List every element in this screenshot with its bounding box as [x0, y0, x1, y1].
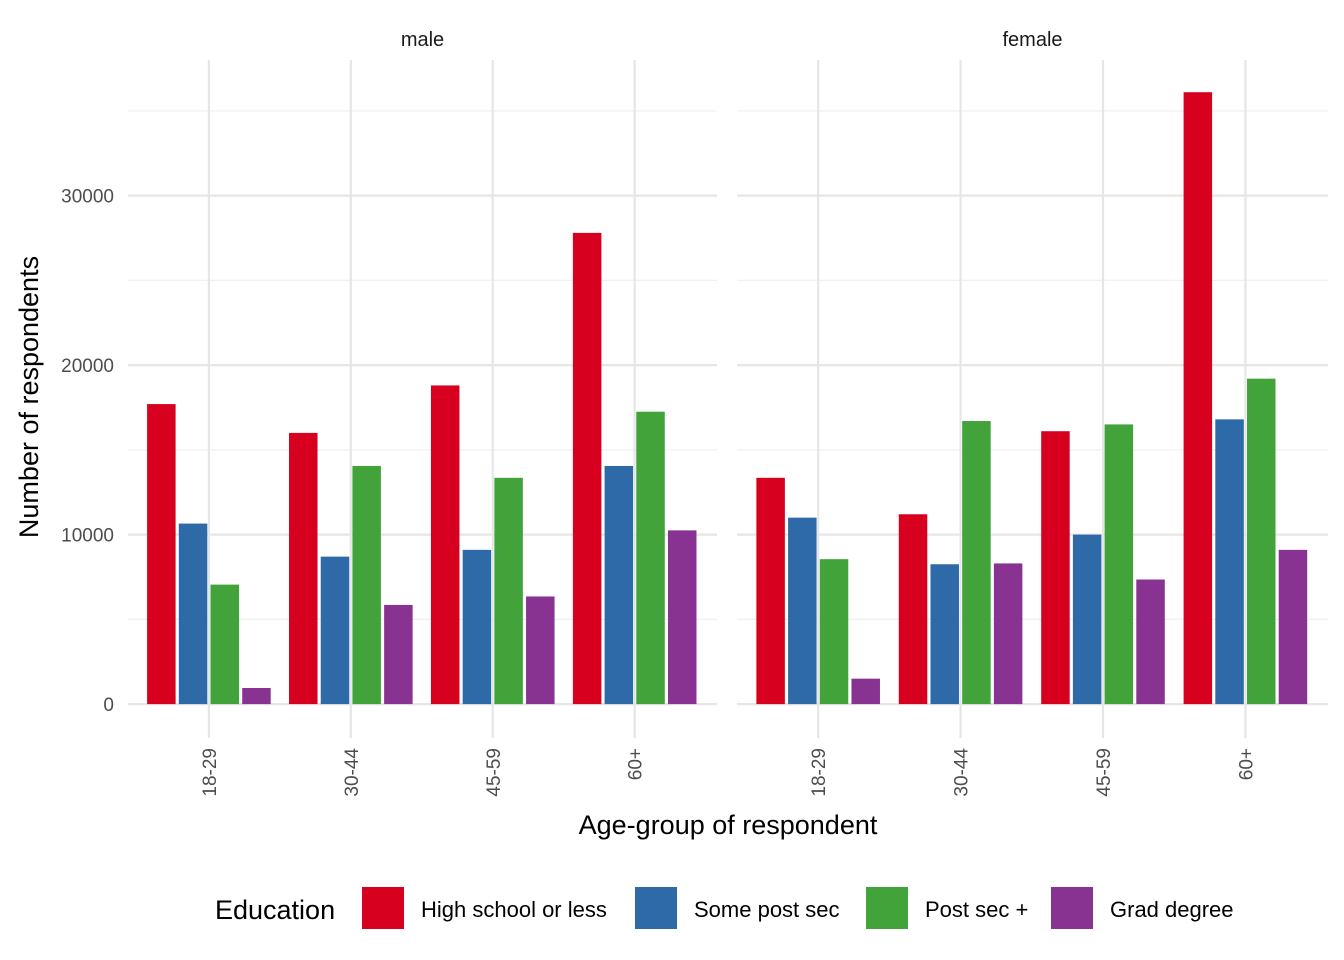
bar [1215, 419, 1244, 705]
legend-swatch [1051, 887, 1093, 929]
legend-item: Some post sec [635, 887, 840, 929]
bar [1278, 549, 1308, 705]
facet-label: male [401, 29, 444, 51]
bar [384, 604, 413, 705]
y-axis-title: Number of respondents [14, 256, 44, 538]
bar [242, 687, 271, 705]
x-tick-label: 30-44 [952, 748, 973, 797]
x-tick-label: 45-59 [1094, 748, 1115, 797]
x-tick-label: 18-29 [200, 748, 221, 797]
legend-swatch [362, 887, 404, 929]
legend-title: Education [215, 895, 335, 925]
x-tick-label: 60+ [1236, 748, 1257, 780]
legend-swatch [635, 887, 677, 929]
bar [289, 432, 318, 705]
bar [851, 678, 880, 705]
panel-male: male 18-29 30-44 45-59 60+ 0 10000 20000 30000 [61, 29, 717, 797]
legend-label: Some post sec [694, 897, 840, 922]
bar [667, 530, 697, 705]
bar [788, 517, 817, 705]
legend-label: Post sec + [925, 897, 1028, 922]
bar [147, 404, 176, 705]
legend: Education High school or less Some post s… [215, 887, 1234, 929]
x-tick-label: 18-29 [809, 748, 830, 797]
bar [178, 523, 208, 705]
bar [430, 385, 460, 705]
legend-swatch [866, 887, 908, 929]
legend-item: Post sec + [866, 887, 1028, 929]
bar [210, 584, 239, 705]
chart-panels: male 18-29 30-44 45-59 60+ 0 10000 20000 30000 fe… [61, 29, 1328, 797]
bar [993, 563, 1023, 705]
y-tick-label: 0 [103, 695, 114, 716]
bar [636, 411, 665, 705]
bar [462, 549, 492, 705]
y-tick-label: 20000 [61, 356, 114, 377]
x-tick-label: 60+ [626, 748, 647, 780]
y-tick-label: 30000 [61, 187, 114, 208]
facet-label: female [1002, 29, 1062, 51]
bar [572, 232, 602, 705]
bar [819, 559, 849, 705]
bar [1183, 92, 1213, 705]
bar [930, 564, 959, 705]
x-axis-title: Age-group of respondent [579, 810, 878, 840]
bar [604, 465, 634, 705]
bar [1072, 534, 1102, 705]
legend-label: High school or less [421, 897, 607, 922]
bar [898, 514, 928, 705]
bar [494, 477, 523, 705]
y-tick-label: 10000 [61, 526, 114, 547]
legend-item: High school or less [362, 887, 607, 929]
bar [1136, 579, 1165, 705]
bar [352, 465, 381, 705]
bar [756, 477, 785, 705]
bar [320, 556, 350, 705]
legend-label: Grad degree [1110, 897, 1234, 922]
bar [1247, 378, 1276, 705]
bar [962, 421, 991, 705]
panel-female: female 18-29 30-44 45-59 60+ [737, 29, 1328, 797]
bar [526, 596, 555, 705]
x-tick-label: 30-44 [342, 748, 363, 797]
bar [1041, 431, 1070, 705]
x-tick-label: 45-59 [484, 748, 505, 797]
legend-item: Grad degree [1051, 887, 1234, 929]
bar [1104, 424, 1134, 705]
